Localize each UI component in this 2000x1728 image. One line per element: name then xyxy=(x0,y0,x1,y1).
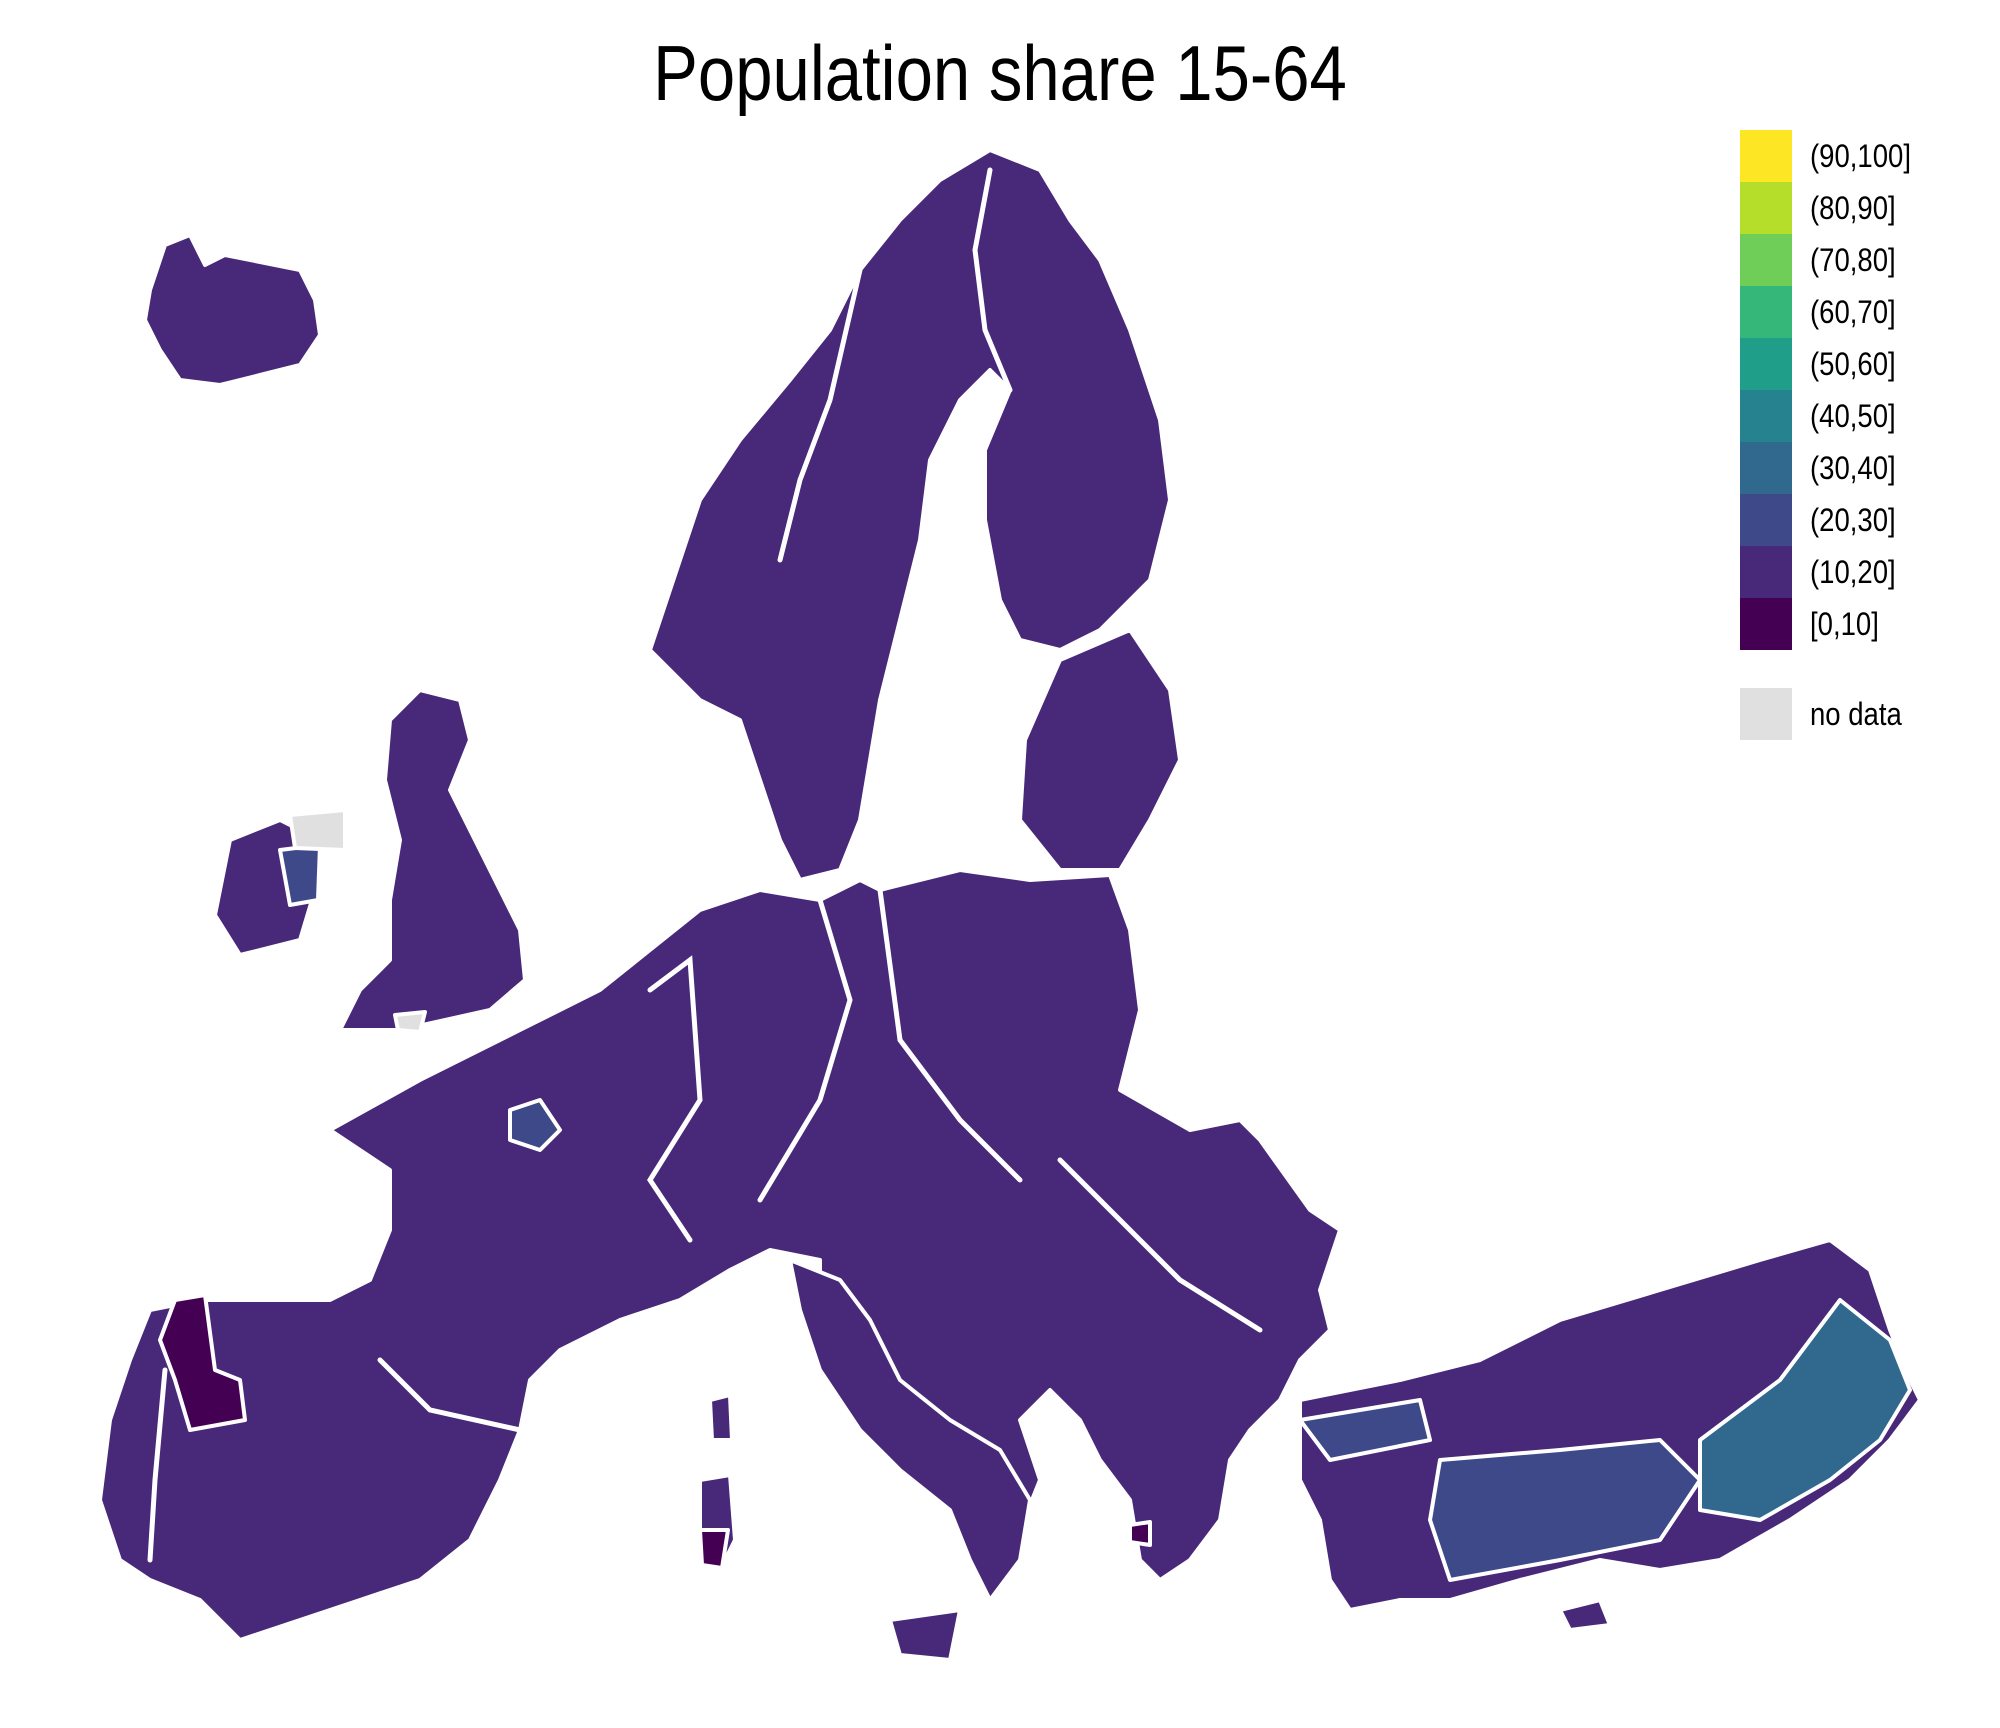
legend-label: (30,40] xyxy=(1810,450,1896,486)
legend-swatch xyxy=(1740,546,1792,598)
legend-swatch xyxy=(1740,338,1792,390)
legend-label: (60,70] xyxy=(1810,294,1896,330)
legend-swatch xyxy=(1740,286,1792,338)
map-title: Population share 15-64 xyxy=(653,29,1347,117)
legend-swatch xyxy=(1740,182,1792,234)
region-italy xyxy=(788,1258,1032,1602)
border-line xyxy=(647,955,703,1243)
legend-label: (80,90] xyxy=(1810,190,1896,226)
region-sicily xyxy=(888,1608,962,1662)
legend-swatch xyxy=(1740,598,1792,650)
legend-label-no-data: no data xyxy=(1810,696,1902,732)
region-turkey-central xyxy=(1428,1438,1702,1582)
region-continental-europe xyxy=(98,868,1342,1642)
legend-swatch xyxy=(1740,442,1792,494)
region-iceland xyxy=(143,233,322,387)
legend-label: (70,80] xyxy=(1810,242,1896,278)
legend-swatch xyxy=(1740,130,1792,182)
border-line xyxy=(877,887,1023,1183)
region-northern-ireland xyxy=(288,808,347,852)
border-line xyxy=(147,1367,168,1563)
legend-swatch xyxy=(1740,234,1792,286)
region-baltics xyxy=(1018,628,1182,872)
legend-swatch-no-data xyxy=(1740,688,1792,740)
border-line xyxy=(757,897,853,1203)
border-line xyxy=(777,267,863,563)
region-turkey-southeast xyxy=(1698,1298,1912,1522)
map-regions xyxy=(98,148,1922,1662)
legend-label: (90,100] xyxy=(1810,138,1911,174)
legend-swatch xyxy=(1740,390,1792,442)
region-cyprus xyxy=(1558,1598,1612,1632)
region-corsica xyxy=(708,1393,734,1442)
border-line xyxy=(377,1357,523,1433)
legend-label: (40,50] xyxy=(1810,398,1896,434)
region-nw-spain xyxy=(158,1293,247,1432)
national-borders xyxy=(147,167,1263,1563)
region-great-britain xyxy=(338,688,527,1032)
region-paris xyxy=(508,1098,562,1152)
region-northern-greece xyxy=(1128,1520,1152,1547)
region-scandinavia xyxy=(648,148,1172,882)
legend-label: (20,30] xyxy=(1810,502,1896,538)
border-line xyxy=(1057,1157,1263,1333)
legend-label: (10,20] xyxy=(1810,554,1896,590)
legend-swatch xyxy=(1740,494,1792,546)
border-line xyxy=(972,167,1013,393)
legend-label: (50,60] xyxy=(1810,346,1896,382)
region-sw-england xyxy=(393,1010,427,1034)
region-turkey-west xyxy=(1298,1398,1432,1462)
region-sardinia-south xyxy=(698,1528,730,1570)
legend-label: [0,10] xyxy=(1810,606,1879,642)
